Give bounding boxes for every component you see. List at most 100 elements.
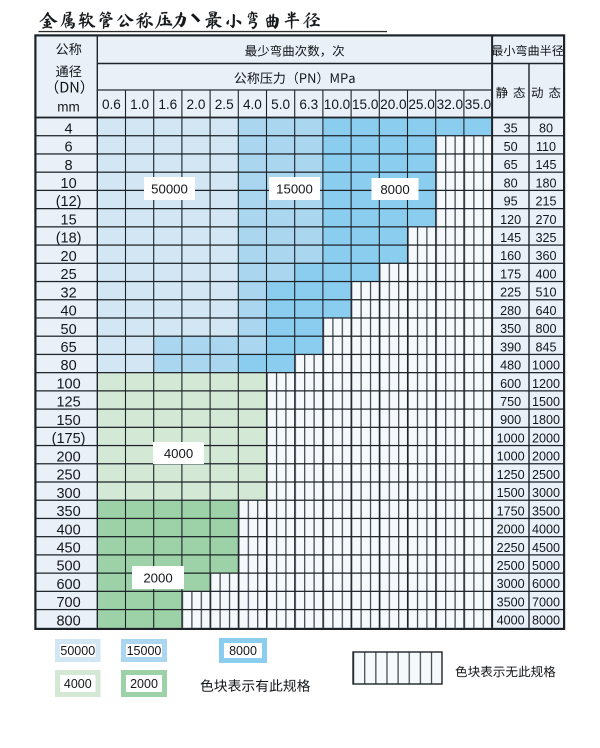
svg-text:360: 360 — [535, 249, 556, 263]
svg-text:125: 125 — [56, 395, 80, 411]
svg-text:50: 50 — [504, 140, 518, 154]
svg-text:3000: 3000 — [532, 486, 560, 500]
svg-text:145: 145 — [500, 231, 521, 245]
svg-text:180: 180 — [535, 176, 556, 190]
svg-text:50: 50 — [61, 322, 77, 338]
svg-text:15.0: 15.0 — [352, 97, 379, 112]
svg-text:3000: 3000 — [497, 577, 525, 591]
svg-text:95: 95 — [504, 195, 518, 209]
svg-text:2000: 2000 — [532, 450, 560, 464]
svg-text:120: 120 — [500, 213, 521, 227]
svg-text:2000: 2000 — [532, 431, 560, 445]
svg-text:65: 65 — [504, 158, 518, 172]
svg-text:4: 4 — [65, 121, 73, 137]
svg-text:800: 800 — [56, 613, 80, 629]
svg-text:150: 150 — [56, 413, 80, 429]
svg-text:6: 6 — [65, 140, 73, 156]
svg-text:40: 40 — [61, 304, 77, 320]
svg-text:4.0: 4.0 — [243, 97, 262, 112]
svg-text:3500: 3500 — [497, 596, 525, 610]
svg-text:32: 32 — [61, 285, 77, 301]
svg-text:80: 80 — [61, 358, 77, 374]
svg-text:80: 80 — [504, 176, 518, 190]
svg-text:2250: 2250 — [497, 541, 525, 555]
svg-text:5000: 5000 — [532, 559, 560, 573]
svg-text:7000: 7000 — [532, 596, 560, 610]
svg-text:270: 270 — [535, 213, 556, 227]
svg-text:10.0: 10.0 — [324, 97, 351, 112]
svg-text:1000: 1000 — [532, 359, 560, 373]
svg-text:(175): (175) — [52, 431, 86, 447]
svg-text:100: 100 — [56, 377, 80, 393]
svg-text:400: 400 — [535, 267, 556, 281]
svg-text:175: 175 — [500, 267, 521, 281]
svg-text:200: 200 — [56, 449, 80, 465]
svg-text:10: 10 — [61, 176, 77, 192]
svg-text:8000: 8000 — [380, 182, 409, 197]
svg-text:145: 145 — [535, 158, 556, 172]
svg-text:(18): (18) — [56, 231, 82, 247]
svg-text:300: 300 — [56, 486, 80, 502]
svg-text:50000: 50000 — [151, 181, 188, 196]
svg-text:25: 25 — [61, 267, 77, 283]
svg-text:350: 350 — [500, 322, 521, 336]
svg-text:8: 8 — [65, 158, 73, 174]
svg-text:325: 325 — [535, 231, 556, 245]
svg-text:20.0: 20.0 — [380, 97, 407, 112]
svg-text:80: 80 — [539, 122, 553, 136]
svg-text:1750: 1750 — [497, 504, 525, 518]
svg-text:2.0: 2.0 — [187, 97, 206, 112]
svg-text:35: 35 — [504, 122, 518, 136]
svg-text:400: 400 — [56, 522, 80, 538]
svg-text:1800: 1800 — [532, 413, 560, 427]
svg-text:900: 900 — [500, 413, 521, 427]
svg-text:160: 160 — [500, 249, 521, 263]
svg-text:640: 640 — [535, 304, 556, 318]
svg-text:35.0: 35.0 — [465, 97, 492, 112]
svg-text:1200: 1200 — [532, 377, 560, 391]
svg-text:2.5: 2.5 — [215, 97, 234, 112]
svg-text:1250: 1250 — [497, 468, 525, 482]
svg-text:0.6: 0.6 — [102, 97, 121, 112]
svg-text:600: 600 — [500, 377, 521, 391]
svg-text:4500: 4500 — [532, 541, 560, 555]
svg-text:845: 845 — [535, 340, 556, 354]
svg-text:2000: 2000 — [130, 677, 158, 691]
svg-text:1.6: 1.6 — [158, 97, 177, 112]
svg-text:15000: 15000 — [276, 181, 313, 196]
svg-text:800: 800 — [535, 322, 556, 336]
svg-text:510: 510 — [535, 286, 556, 300]
svg-text:5.0: 5.0 — [271, 97, 290, 112]
svg-text:500: 500 — [56, 559, 80, 575]
svg-text:mm: mm — [57, 99, 80, 114]
svg-text:4000: 4000 — [164, 446, 193, 461]
svg-text:700: 700 — [56, 595, 80, 611]
svg-text:(12): (12) — [56, 194, 82, 210]
svg-text:2500: 2500 — [497, 559, 525, 573]
svg-text:4000: 4000 — [532, 523, 560, 537]
svg-text:450: 450 — [56, 541, 80, 557]
svg-text:15: 15 — [61, 212, 77, 228]
svg-text:2000: 2000 — [143, 570, 172, 585]
svg-text:1500: 1500 — [532, 395, 560, 409]
svg-text:1500: 1500 — [497, 486, 525, 500]
svg-text:390: 390 — [500, 340, 521, 354]
svg-text:2500: 2500 — [532, 468, 560, 482]
svg-text:750: 750 — [500, 395, 521, 409]
svg-text:1000: 1000 — [497, 431, 525, 445]
svg-text:8000: 8000 — [532, 614, 560, 628]
svg-text:2000: 2000 — [497, 523, 525, 537]
svg-text:4000: 4000 — [497, 614, 525, 628]
svg-text:6000: 6000 — [532, 577, 560, 591]
svg-text:32.0: 32.0 — [437, 97, 464, 112]
svg-text:1.0: 1.0 — [130, 97, 149, 112]
svg-text:3500: 3500 — [532, 504, 560, 518]
svg-text:50000: 50000 — [60, 644, 95, 658]
svg-text:4000: 4000 — [64, 677, 92, 691]
svg-text:225: 225 — [500, 286, 521, 300]
svg-text:8000: 8000 — [229, 644, 257, 658]
svg-text:280: 280 — [500, 304, 521, 318]
svg-text:15000: 15000 — [127, 644, 162, 658]
svg-text:25.0: 25.0 — [408, 97, 435, 112]
svg-text:110: 110 — [536, 140, 556, 154]
